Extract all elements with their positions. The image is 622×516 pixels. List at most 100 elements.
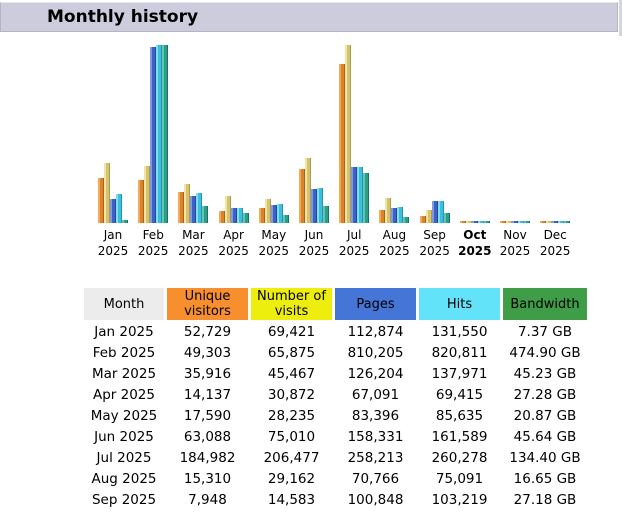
- row-value-cell: 184,982: [167, 449, 248, 467]
- row-value-cell: 83,396: [335, 407, 416, 425]
- bar-pages-mar-2025: [190, 196, 197, 223]
- bar-bandwidth-gb-feb-2025: [162, 45, 169, 223]
- bar-unique-visitors-feb-2025: [138, 180, 145, 223]
- x-axis-label-aug-2025: Aug 2025: [379, 228, 410, 258]
- row-value-cell: 126,204: [335, 365, 416, 383]
- row-value-cell: 63,088: [167, 428, 248, 446]
- table-header: Month Unique visitors Number of visits Page…: [84, 288, 587, 320]
- row-value-cell: 27.28 GB: [503, 386, 587, 404]
- bar-number-of-visits-sep-2025: [425, 210, 432, 223]
- x-axis-label-dec-2025: Dec 2025: [539, 228, 571, 258]
- row-value-cell: 137,971: [419, 365, 500, 383]
- x-axis-label-mar-2025: Mar 2025: [178, 228, 209, 258]
- bar-hits-feb-2025: [156, 45, 163, 223]
- bar-pages-feb-2025: [150, 47, 157, 223]
- row-value-cell: 69,415: [419, 386, 500, 404]
- table-row-jan-2025: Jan 2025 52,729 69,421 112,874 131,550 7.37 G…: [84, 323, 587, 341]
- row-month-cell: Feb 2025: [84, 344, 164, 362]
- bar-bandwidth-gb-jul-2025: [363, 173, 370, 223]
- bar-bandwidth-gb-nov-2025: [524, 221, 530, 223]
- row-value-cell: 30,872: [251, 386, 332, 404]
- bar-unique-visitors-apr-2025: [218, 211, 225, 223]
- row-value-cell: 75,010: [251, 428, 332, 446]
- row-value-cell: 45,467: [251, 365, 332, 383]
- row-value-cell: 161,589: [419, 428, 500, 446]
- row-value-cell: 29,162: [251, 470, 332, 488]
- x-axis-label-may-2025: May 2025: [258, 228, 290, 258]
- bar-pages-aug-2025: [391, 208, 398, 223]
- bar-group-jun-2025: [299, 45, 329, 223]
- row-value-cell: 67,091: [335, 386, 416, 404]
- bar-group-oct-2025: [459, 45, 490, 223]
- row-value-cell: 258,213: [335, 449, 416, 467]
- row-value-cell: 131,550: [419, 323, 500, 341]
- bar-unique-visitors-sep-2025: [419, 216, 426, 223]
- bar-hits-may-2025: [276, 204, 283, 223]
- table-row-feb-2025: Feb 2025 49,303 65,875 810,205 820,811 474.90…: [84, 344, 587, 362]
- row-value-cell: 20.87 GB: [503, 407, 587, 425]
- bar-unique-visitors-oct-2025: [459, 221, 466, 223]
- bar-group-jul-2025: [339, 45, 370, 223]
- bar-group-jan-2025: [98, 45, 128, 223]
- table-body: Jan 2025 52,729 69,421 112,874 131,550 7.37 G…: [84, 323, 587, 509]
- bar-unique-visitors-jun-2025: [299, 169, 305, 223]
- bar-number-of-visits-feb-2025: [144, 166, 151, 223]
- bar-unique-visitors-jan-2025: [98, 178, 104, 223]
- row-value-cell: 49,303: [167, 344, 248, 362]
- bar-unique-visitors-aug-2025: [379, 210, 386, 223]
- column-header-bandwidth: Bandwidth: [503, 288, 587, 320]
- section-title-bar: Monthly history: [0, 2, 618, 32]
- bar-number-of-visits-dec-2025: [546, 221, 553, 223]
- section-title: Monthly history: [47, 7, 199, 27]
- row-value-cell: 158,331: [335, 428, 416, 446]
- row-month-cell: Mar 2025: [84, 365, 164, 383]
- table-row-mar-2025: Mar 2025 35,916 45,467 126,204 137,971 45.23 …: [84, 365, 587, 383]
- row-month-cell: Jul 2025: [84, 449, 164, 467]
- x-axis-label-sep-2025: Sep 2025: [419, 228, 450, 258]
- bar-pages-oct-2025: [471, 221, 478, 223]
- bar-number-of-visits-oct-2025: [465, 221, 472, 223]
- x-axis-label-nov-2025: Nov 2025: [499, 228, 531, 258]
- row-value-cell: 45.23 GB: [503, 365, 587, 383]
- panel-edge-shadow: [619, 0, 622, 36]
- column-header-hits: Hits: [419, 288, 500, 320]
- bar-hits-apr-2025: [236, 208, 243, 223]
- bar-number-of-visits-jul-2025: [345, 45, 352, 223]
- bar-pages-nov-2025: [512, 221, 518, 223]
- bar-pages-jul-2025: [351, 167, 358, 223]
- table-row-apr-2025: Apr 2025 14,137 30,872 67,091 69,415 27.28 GB: [84, 386, 587, 404]
- row-value-cell: 820,811: [419, 344, 500, 362]
- row-value-cell: 14,137: [167, 386, 248, 404]
- row-value-cell: 112,874: [335, 323, 416, 341]
- x-axis-label-apr-2025: Apr 2025: [218, 228, 249, 258]
- bar-pages-may-2025: [270, 205, 277, 223]
- row-value-cell: 810,205: [335, 344, 416, 362]
- monthly-history-bar-chart: [0, 45, 622, 223]
- bar-hits-aug-2025: [397, 207, 404, 223]
- bar-group-mar-2025: [178, 45, 209, 223]
- bar-bandwidth-gb-dec-2025: [564, 221, 571, 223]
- table-row-sep-2025: Sep 2025 7,948 14,583 100,848 103,219 27.18 G…: [84, 491, 587, 509]
- row-value-cell: 474.90 GB: [503, 344, 587, 362]
- bar-unique-visitors-dec-2025: [540, 221, 547, 223]
- row-value-cell: 16.65 GB: [503, 470, 587, 488]
- bar-hits-jul-2025: [357, 167, 364, 223]
- bar-pages-jun-2025: [311, 189, 317, 223]
- row-value-cell: 260,278: [419, 449, 500, 467]
- row-value-cell: 69,421: [251, 323, 332, 341]
- bar-unique-visitors-jul-2025: [339, 64, 346, 223]
- column-header-unique-visitors: Unique visitors: [167, 288, 248, 320]
- bar-hits-nov-2025: [518, 221, 524, 223]
- row-value-cell: 100,848: [335, 491, 416, 509]
- x-axis-label-jul-2025: Jul 2025: [338, 228, 370, 258]
- bar-pages-dec-2025: [552, 221, 559, 223]
- bar-pages-apr-2025: [230, 208, 237, 223]
- bar-group-may-2025: [258, 45, 289, 223]
- row-value-cell: 52,729: [167, 323, 248, 341]
- bar-group-dec-2025: [540, 45, 571, 223]
- row-value-cell: 14,583: [251, 491, 332, 509]
- bar-group-sep-2025: [419, 45, 450, 223]
- column-header-month: Month: [84, 288, 164, 320]
- bar-hits-jan-2025: [116, 194, 122, 223]
- bar-bandwidth-gb-jun-2025: [323, 206, 329, 223]
